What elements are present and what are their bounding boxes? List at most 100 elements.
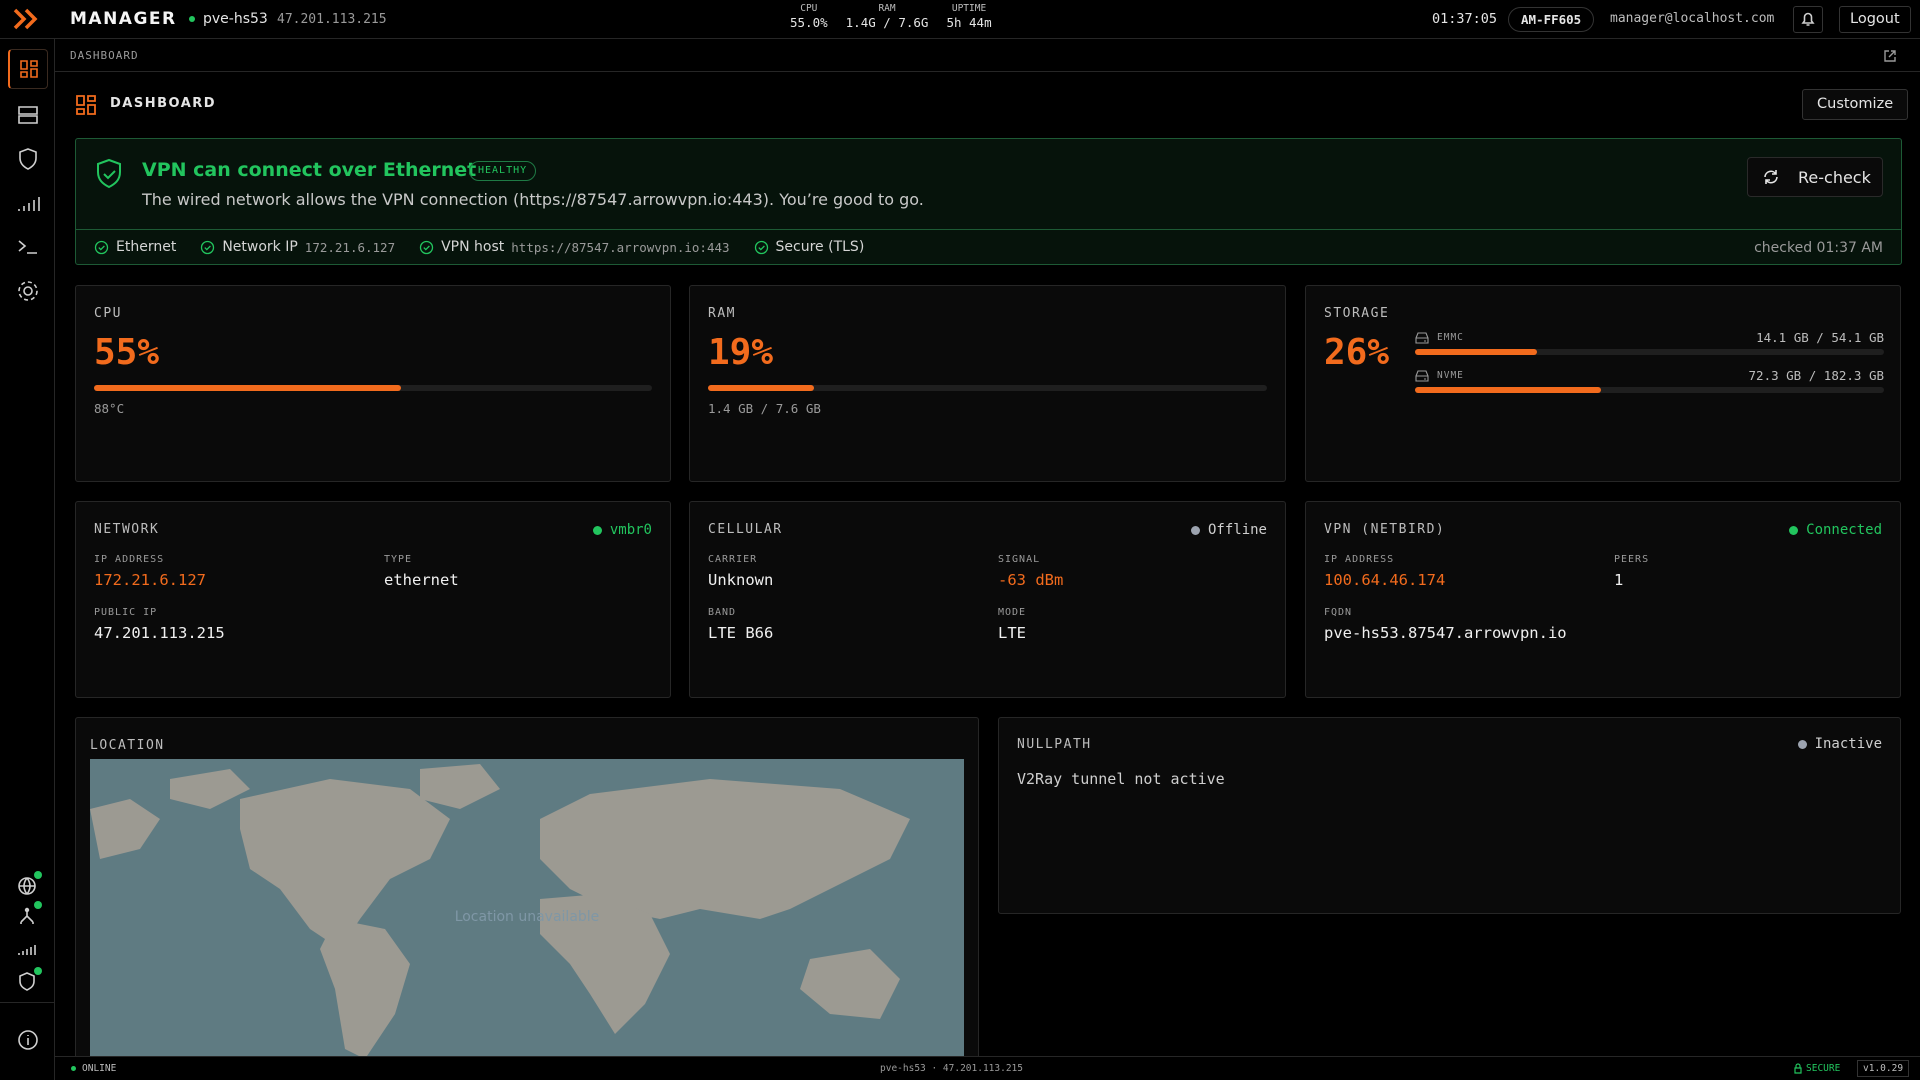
status-dot [1797, 739, 1807, 749]
field-label: PUBLIC IP [94, 607, 158, 618]
field-value: 1 [1614, 571, 1624, 589]
banner-divider [76, 229, 1901, 230]
stats: CPU 55.0% RAM 1.4G / 7.6G UPTIME 5h 44m [790, 3, 992, 30]
nav-settings[interactable] [14, 277, 42, 305]
field-label: FQDN [1324, 607, 1353, 618]
check-icon [94, 240, 109, 254]
field-label: SIGNAL [998, 554, 1041, 565]
field: BAND LTE B66 [708, 607, 998, 642]
nav-signal[interactable] [14, 189, 42, 217]
card-title: VPN (NETBIRD) [1324, 522, 1446, 537]
user: manager@localhost.com [1610, 11, 1775, 26]
ram-usage: 1.4 GB / 7.6 GB [708, 401, 821, 416]
check-icon [754, 240, 768, 254]
check-label: Ethernet [116, 239, 177, 255]
field-value: ethernet [384, 571, 459, 589]
stat: UPTIME 5h 44m [946, 3, 991, 30]
card-status: Offline [1190, 522, 1267, 538]
checked-time: checked 01:37 AM [1754, 240, 1883, 256]
cpu-percent: 55% [94, 332, 160, 373]
nav-dashboard[interactable] [8, 49, 48, 89]
status-icons [18, 871, 42, 991]
field-label: MODE [998, 607, 1027, 618]
banner-title: VPN can connect over Ethernet [142, 159, 477, 181]
sidebar [0, 39, 55, 1080]
field-value: LTE B66 [708, 624, 774, 642]
status-text: Inactive [1814, 736, 1882, 752]
recheck-button[interactable]: Re-check [1747, 157, 1883, 197]
drive-bar [1415, 349, 1538, 355]
nav-terminal[interactable] [14, 233, 42, 261]
open-external[interactable] [1881, 47, 1899, 65]
status-text: Offline [1207, 522, 1267, 538]
stat: RAM 1.4G / 7.6G [846, 3, 929, 30]
check-icon [419, 240, 434, 254]
customize-button[interactable]: Customize [1802, 89, 1909, 120]
status-dot [1789, 525, 1799, 535]
notifications[interactable] [1793, 6, 1823, 33]
status-text: vmbr0 [609, 522, 652, 538]
online-dot [71, 1066, 76, 1071]
storage-percent: 26% [1324, 332, 1390, 373]
ram-percent: 19% [708, 332, 774, 373]
stat-value: 55.0% [790, 15, 828, 30]
field-label: IP ADDRESS [1324, 554, 1395, 565]
field-label: CARRIER [708, 554, 758, 565]
cpu-card: CPU 55% 88°C [75, 285, 671, 482]
field-label: BAND [708, 607, 737, 618]
drive-track [1415, 349, 1884, 355]
status-text: Connected [1806, 522, 1882, 538]
card-title: RAM [708, 306, 736, 321]
nav-security[interactable] [14, 145, 42, 173]
vpn-banner: VPN can connect over Ethernet HEALTHY Th… [75, 138, 1902, 265]
field-grid: IP ADDRESS 172.21.6.127 TYPE ethernet PUBLIC… [94, 554, 654, 642]
host: pve-hs53 [203, 11, 268, 27]
sidebar-divider [0, 1002, 54, 1003]
check-item: Secure (TLS) [754, 239, 865, 255]
cpu-bar [94, 385, 401, 391]
stat: CPU 55.0% [790, 3, 828, 30]
field: FQDN pve-hs53.87547.arrowvpn.io [1324, 607, 1614, 642]
field: CARRIER Unknown [708, 554, 998, 589]
field: IP ADDRESS 100.64.46.174 [1324, 554, 1614, 589]
field-value: pve-hs53.87547.arrowvpn.io [1324, 624, 1567, 642]
nav-servers[interactable] [14, 101, 42, 129]
drive-name: NVME [1437, 370, 1464, 381]
health-badge: HEALTHY [469, 161, 537, 181]
drive-icon [1415, 370, 1429, 382]
top-bar: MANAGER pve-hs53 47.201.113.215 CPU 55.0%… [0, 0, 1920, 39]
shield-check-icon [97, 158, 121, 189]
field-label: TYPE [384, 554, 413, 565]
recheck-label: Re-check [1798, 167, 1871, 187]
stat-value: 1.4G / 7.6G [845, 15, 929, 30]
stat-label: UPTIME [951, 3, 987, 14]
drive-track [1415, 387, 1884, 393]
stat-label: RAM [878, 3, 896, 14]
drive-list: EMMC 14.1 GB / 54.1 GB NVME 72.3 GB / 182.3… [1415, 330, 1884, 406]
host-dot [189, 16, 195, 22]
location-card: LOCATION Location unavailable [75, 717, 979, 1062]
stat-label: CPU [800, 3, 818, 14]
check-item: VPN host https://87547.arrowvpn.io:443 [419, 239, 730, 255]
card-title: CPU [94, 306, 122, 321]
field: PEERS 1 [1614, 554, 1884, 589]
field-value: 47.201.113.215 [94, 624, 225, 642]
card-title: STORAGE [1324, 306, 1390, 321]
card-status: Inactive [1797, 736, 1882, 752]
nav-info[interactable] [14, 1026, 42, 1054]
dashboard-icon [76, 95, 96, 115]
refresh-icon [1764, 170, 1778, 184]
storage-card: STORAGE 26% EMMC 14.1 GB / 54.1 GB NVME 72.… [1305, 285, 1901, 482]
field: IP ADDRESS 172.21.6.127 [94, 554, 384, 589]
ram-track [708, 385, 1267, 391]
nav-icon [20, 60, 38, 78]
drive-icon [1415, 332, 1429, 344]
lock-icon [1794, 1063, 1802, 1074]
nullpath-card: NULLPATH Inactive V2Ray tunnel not activ… [998, 717, 1901, 914]
field: PUBLIC IP 47.201.113.215 [94, 607, 384, 642]
check-label: Secure (TLS) [775, 239, 865, 255]
logout-button[interactable]: Logout [1839, 6, 1911, 33]
card-status: vmbr0 [592, 522, 652, 538]
